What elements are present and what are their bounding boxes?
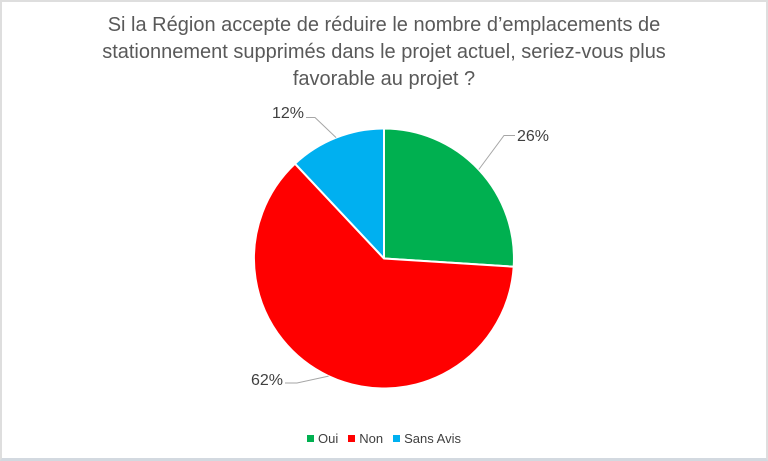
pie-slice-oui [383,127,515,268]
chart-title: Si la Région accepte de réduire le nombr… [2,12,766,93]
chart-title-line-2: stationnement supprimés dans le projet a… [102,41,666,63]
pie-label-oui: 26% [517,128,549,145]
leader-line-non [285,375,329,384]
legend-label-oui: Oui [318,431,339,446]
chart-legend: Oui Non Sans Avis [2,431,766,446]
chart-title-line-3: favorable au projet ? [292,68,476,90]
legend-swatch-sans-avis [393,435,401,442]
legend-label-sans-avis: Sans Avis [404,431,461,446]
legend-swatch-oui [307,435,315,442]
legend-item-sans-avis: Sans Avis [393,431,461,446]
legend-swatch-non [348,435,356,442]
chart-title-line-1: Si la Région accepte de réduire le nombr… [107,14,661,36]
leader-line-sans-avis [306,117,337,138]
pie-label-sans-avis: 12% [272,105,304,122]
legend-item-non: Non [348,431,383,446]
legend-item-oui: Oui [307,431,338,446]
pie-slice-sans-avis [294,127,385,260]
leader-line-oui [478,135,515,170]
legend-label-non: Non [359,431,384,446]
pie-label-non: 62% [251,372,283,389]
